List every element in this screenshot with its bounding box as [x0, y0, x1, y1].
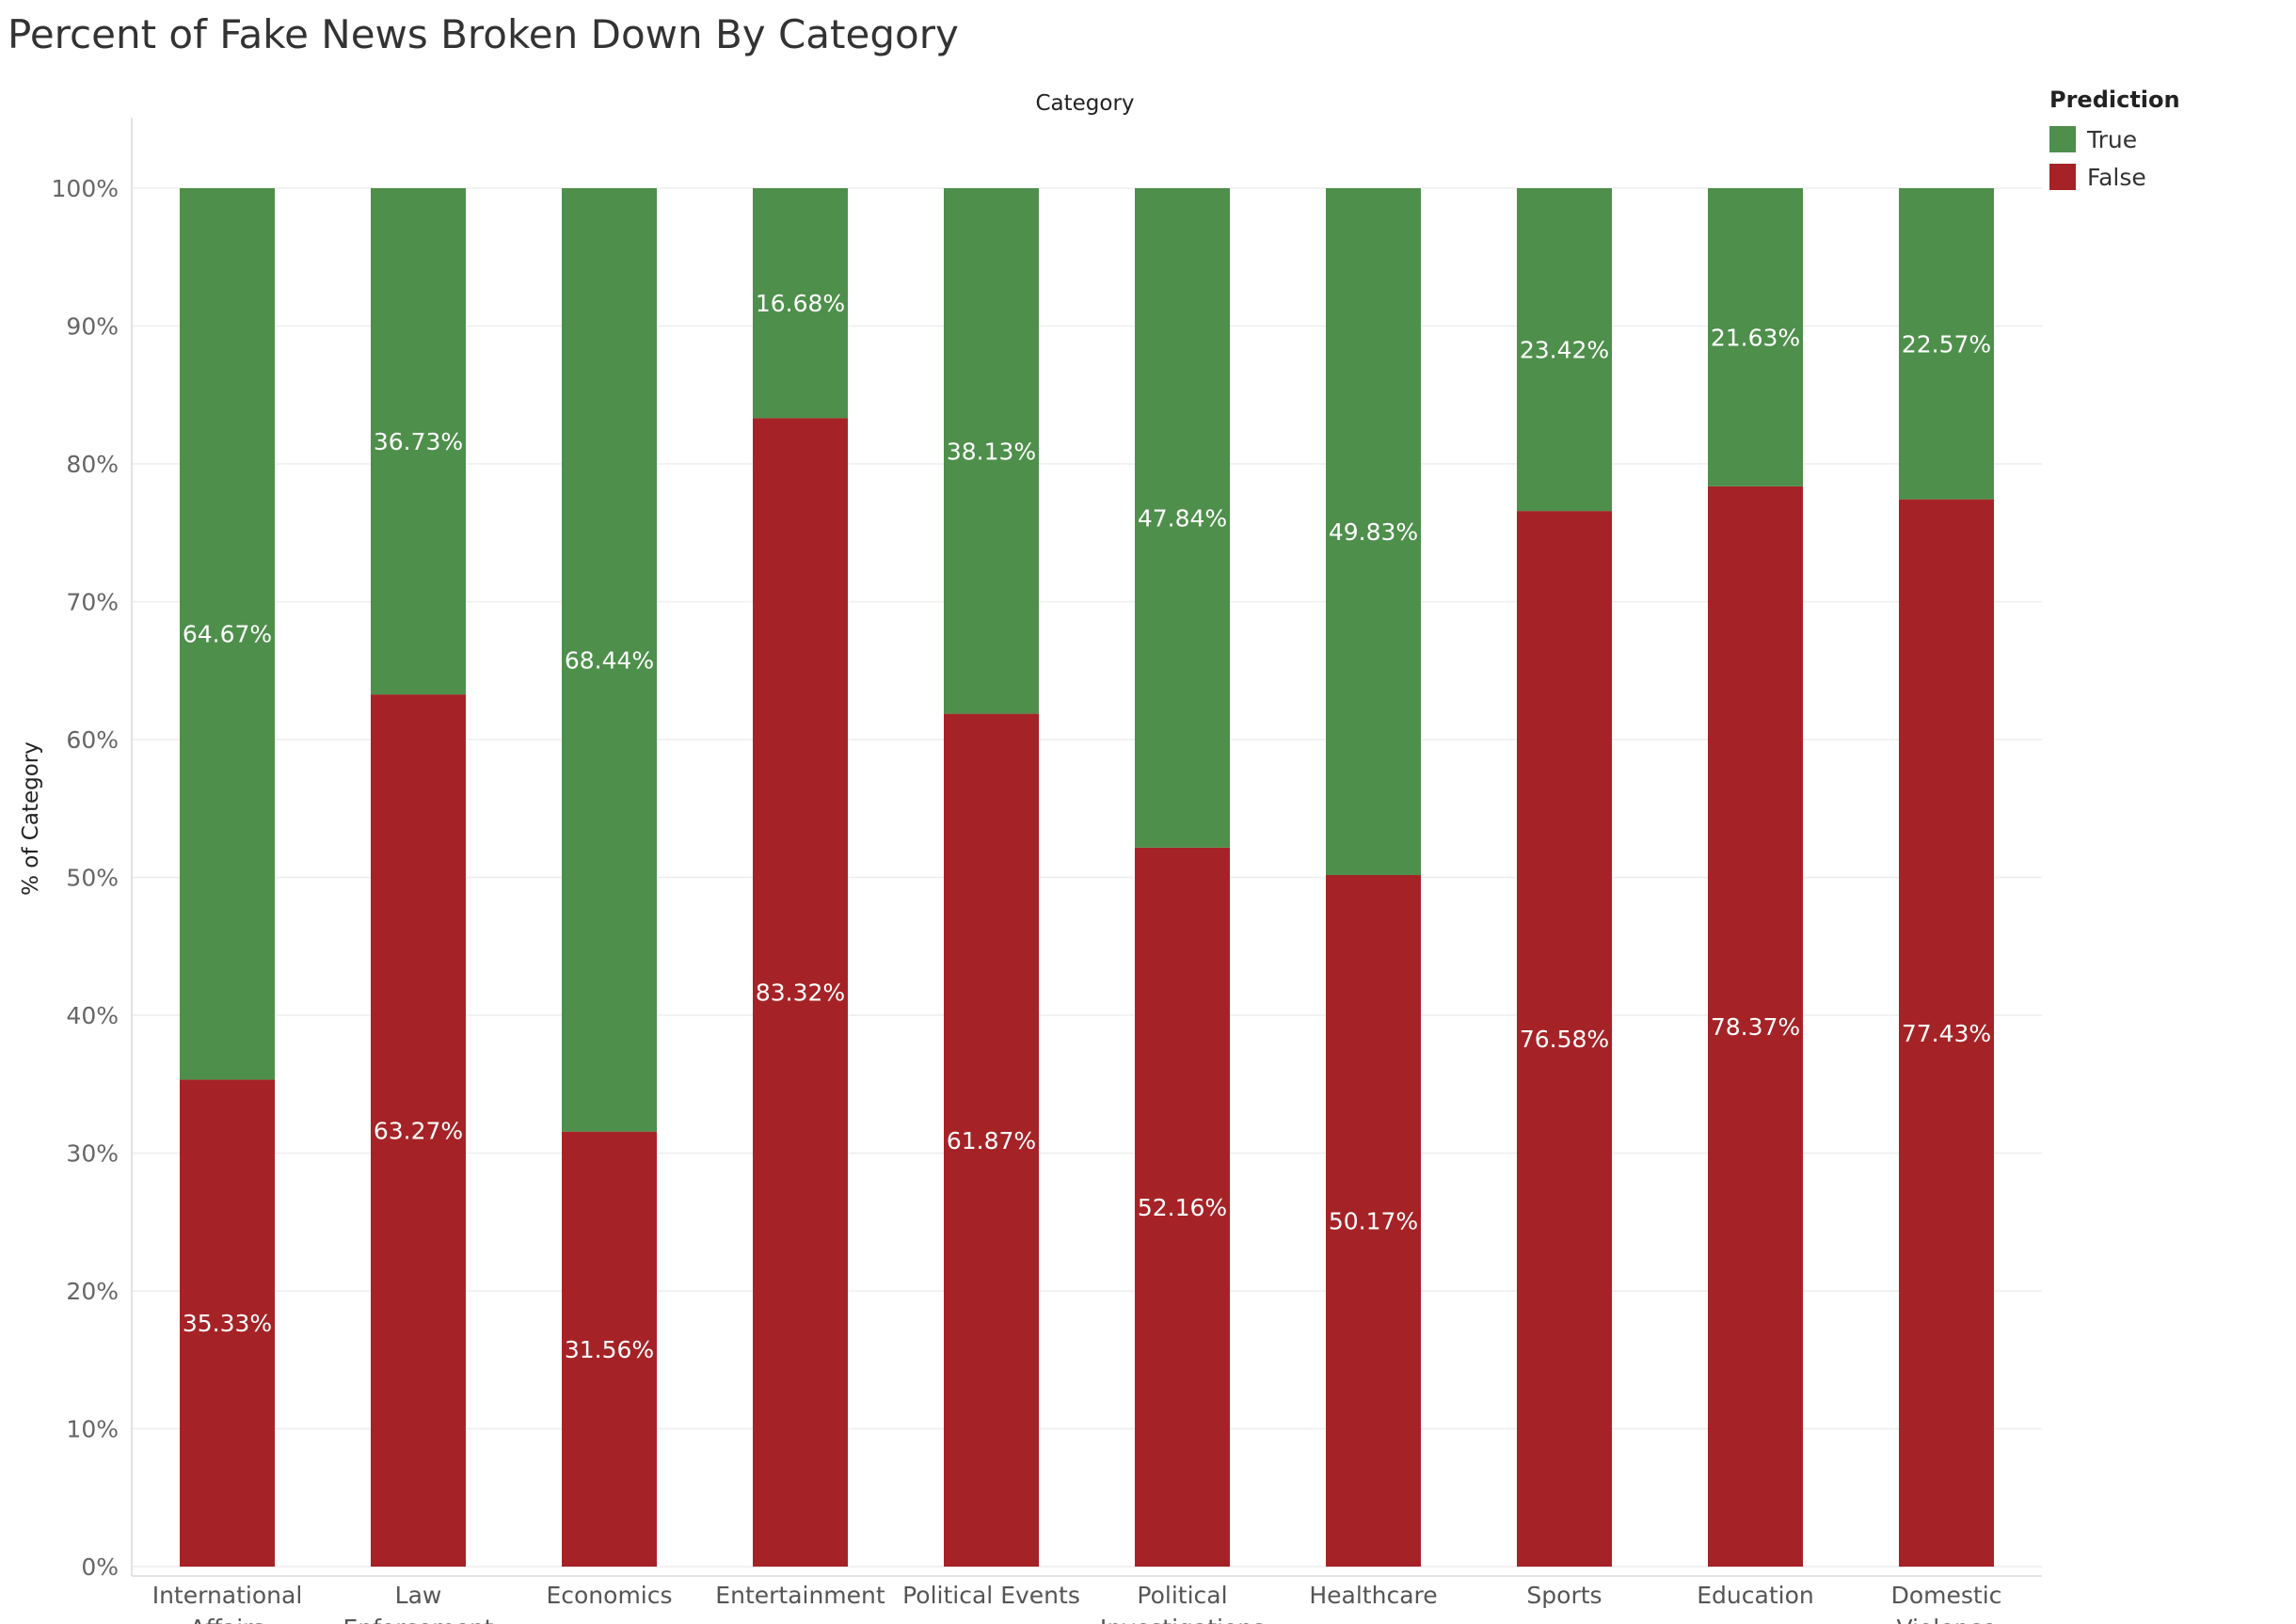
column-header: Category	[1035, 91, 1134, 116]
x-category-label: Affairs	[190, 1615, 265, 1624]
legend-title: Prediction	[2049, 87, 2180, 113]
bar-segment-true[interactable]	[1517, 188, 1612, 512]
bar-value-label: 83.32%	[756, 979, 845, 1007]
bar-segment-true[interactable]	[944, 188, 1039, 714]
bar-value-label: 36.73%	[374, 428, 463, 455]
bar-value-label: 31.56%	[565, 1336, 654, 1363]
y-tick-label: 0%	[81, 1553, 119, 1581]
bar-segment-false[interactable]	[1326, 875, 1421, 1567]
x-category-label: Political Events	[902, 1582, 1080, 1609]
y-tick-label: 80%	[66, 451, 119, 478]
bar-value-label: 64.67%	[183, 621, 272, 648]
legend: Prediction True False	[2049, 87, 2180, 196]
bars	[180, 188, 1994, 1567]
legend-item-true[interactable]: True	[2049, 120, 2180, 158]
x-category-label: Violence	[1896, 1615, 1996, 1624]
bar-segment-true[interactable]	[562, 188, 657, 1132]
bar-segment-true[interactable]	[1899, 188, 1994, 500]
x-category-label: Education	[1697, 1582, 1813, 1609]
x-category-label: Healthcare	[1309, 1582, 1437, 1609]
bar-value-label: 76.58%	[1520, 1026, 1609, 1053]
bar-segment-true[interactable]	[180, 188, 275, 1080]
chart-title: Percent of Fake News Broken Down By Cate…	[8, 11, 959, 57]
x-category-label: Sports	[1526, 1582, 1602, 1609]
y-tick-label: 90%	[66, 313, 119, 341]
bar-segment-true[interactable]	[371, 188, 466, 695]
y-tick-label: 100%	[52, 175, 119, 202]
y-tick-label: 10%	[66, 1416, 119, 1443]
bar-value-label: 49.83%	[1329, 518, 1418, 546]
bar-segment-false[interactable]	[1899, 499, 1994, 1567]
x-category-label: Investigations	[1100, 1615, 1265, 1624]
bar-segment-true[interactable]	[1135, 188, 1230, 848]
bar-segment-true[interactable]	[1708, 188, 1803, 486]
bar-segment-false[interactable]	[753, 418, 848, 1567]
bar-segment-false[interactable]	[1708, 486, 1803, 1567]
x-category-label: Entertainment	[715, 1582, 885, 1609]
legend-label-true: True	[2087, 125, 2138, 153]
axes: 0% 10% 20% 30% 40% 50% 60% 70% 80% 90% 100% Interna…	[52, 118, 2042, 1624]
bar-value-label: 61.87%	[947, 1127, 1036, 1154]
bar-segment-false[interactable]	[371, 694, 466, 1567]
bar-segment-false[interactable]	[562, 1131, 657, 1567]
y-tick-label: 70%	[66, 589, 119, 616]
bar-labels: 35.33% 64.67% 63.27% 36.73% 31.56% 68.44% 83.3…	[183, 290, 1991, 1363]
bar-segment-true[interactable]	[1326, 188, 1421, 876]
bar-value-label: 21.63%	[1711, 324, 1800, 351]
x-category-label: International	[152, 1582, 303, 1609]
bar-value-label: 16.68%	[756, 290, 845, 317]
bar-value-label: 78.37%	[1711, 1013, 1800, 1041]
y-axis-title: % of Category	[19, 741, 43, 896]
bar-segment-false[interactable]	[1135, 847, 1230, 1567]
x-category-label: Political	[1137, 1582, 1227, 1609]
bar-value-label: 35.33%	[183, 1310, 272, 1337]
legend-swatch-false	[2049, 164, 2076, 190]
y-tick-label: 50%	[66, 865, 119, 892]
y-tick-label: 30%	[66, 1140, 119, 1168]
bar-segment-false[interactable]	[180, 1079, 275, 1567]
bar-value-label: 22.57%	[1902, 330, 1991, 358]
x-category-label: Law	[395, 1582, 442, 1609]
x-category-label: Economics	[546, 1582, 672, 1609]
x-category-label: Domestic	[1891, 1582, 2002, 1609]
legend-label-false: False	[2087, 163, 2146, 191]
x-category-label: Enforcement	[343, 1615, 494, 1624]
bar-segment-true[interactable]	[753, 188, 848, 419]
legend-swatch-true	[2049, 126, 2076, 152]
bar-value-label: 50.17%	[1329, 1208, 1418, 1235]
bar-segment-false[interactable]	[944, 713, 1039, 1567]
y-tick-label: 60%	[66, 726, 119, 754]
bar-value-label: 63.27%	[374, 1118, 463, 1145]
legend-item-false[interactable]: False	[2049, 158, 2180, 196]
y-tick-label: 40%	[66, 1002, 119, 1029]
bar-value-label: 77.43%	[1902, 1020, 1991, 1047]
y-tick-label: 20%	[66, 1278, 119, 1305]
bar-value-label: 68.44%	[565, 646, 654, 674]
bar-segment-false[interactable]	[1517, 511, 1612, 1567]
bar-value-label: 38.13%	[947, 438, 1036, 465]
bar-value-label: 23.42%	[1520, 337, 1609, 364]
bar-value-label: 52.16%	[1138, 1194, 1227, 1221]
bar-value-label: 47.84%	[1138, 504, 1227, 532]
